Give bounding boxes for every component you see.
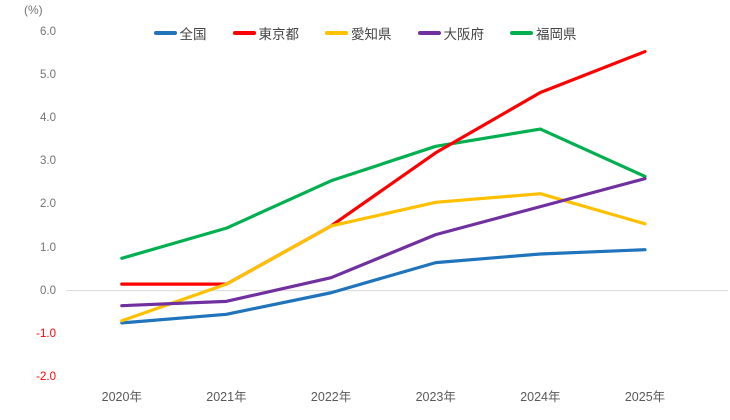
y-tick-2.0: 2.0 (40, 198, 56, 211)
legend-label-aichi: 愛知県 (351, 27, 392, 42)
legend-swatch-osaka (417, 31, 441, 35)
series-line-tokyo (120, 49, 647, 286)
y-tick-1.0: 1.0 (40, 241, 56, 254)
x-tick-2020: 2020年 (101, 390, 142, 404)
y-tick-3.0: 3.0 (40, 155, 56, 168)
legend-label-osaka: 大阪府 (443, 27, 485, 42)
legend-swatch-zenkoku (153, 31, 177, 35)
y-tick-5.0: 5.0 (40, 69, 56, 82)
legend-swatch-fukuoka (510, 31, 533, 35)
legend-item-zenkoku: 全国 (153, 23, 207, 43)
y-tick-4.0: 4.0 (40, 112, 56, 125)
legend-item-osaka: 大阪府 (417, 23, 485, 43)
y-tick-0.0: 0.0 (40, 284, 56, 297)
legend-swatch-aichi (325, 31, 348, 35)
legend-label-fukuoka: 福岡県 (536, 27, 577, 42)
y-tick--2.0: -2.0 (36, 370, 56, 383)
y-axis-unit-label: (%) (24, 3, 43, 17)
legend-swatch-tokyo (232, 31, 256, 35)
legend-item-tokyo: 東京都 (232, 23, 300, 43)
legend-item-fukuoka: 福岡県 (510, 23, 577, 43)
series-line-aichi (120, 192, 647, 323)
series-line-osaka (120, 177, 647, 308)
x-tick-2025: 2025年 (624, 390, 666, 404)
x-tick-2021: 2021年 (206, 390, 247, 404)
y-tick-6.0: 6.0 (40, 26, 56, 39)
legend-label-tokyo: 東京都 (258, 27, 300, 42)
chart-legend: 全国 東京都 愛知県 大阪府 福岡県 (0, 24, 730, 42)
y-tick--1.0: -1.0 (36, 327, 56, 340)
legend-item-aichi: 愛知県 (325, 23, 392, 43)
x-tick-2022: 2022年 (310, 390, 352, 404)
legend-label-zenkoku: 全国 (179, 27, 207, 42)
series-line-fukuoka (120, 127, 647, 260)
series-line-zenkoku (120, 248, 647, 325)
x-tick-2023: 2023年 (415, 390, 456, 404)
x-tick-2024: 2024年 (520, 390, 561, 404)
